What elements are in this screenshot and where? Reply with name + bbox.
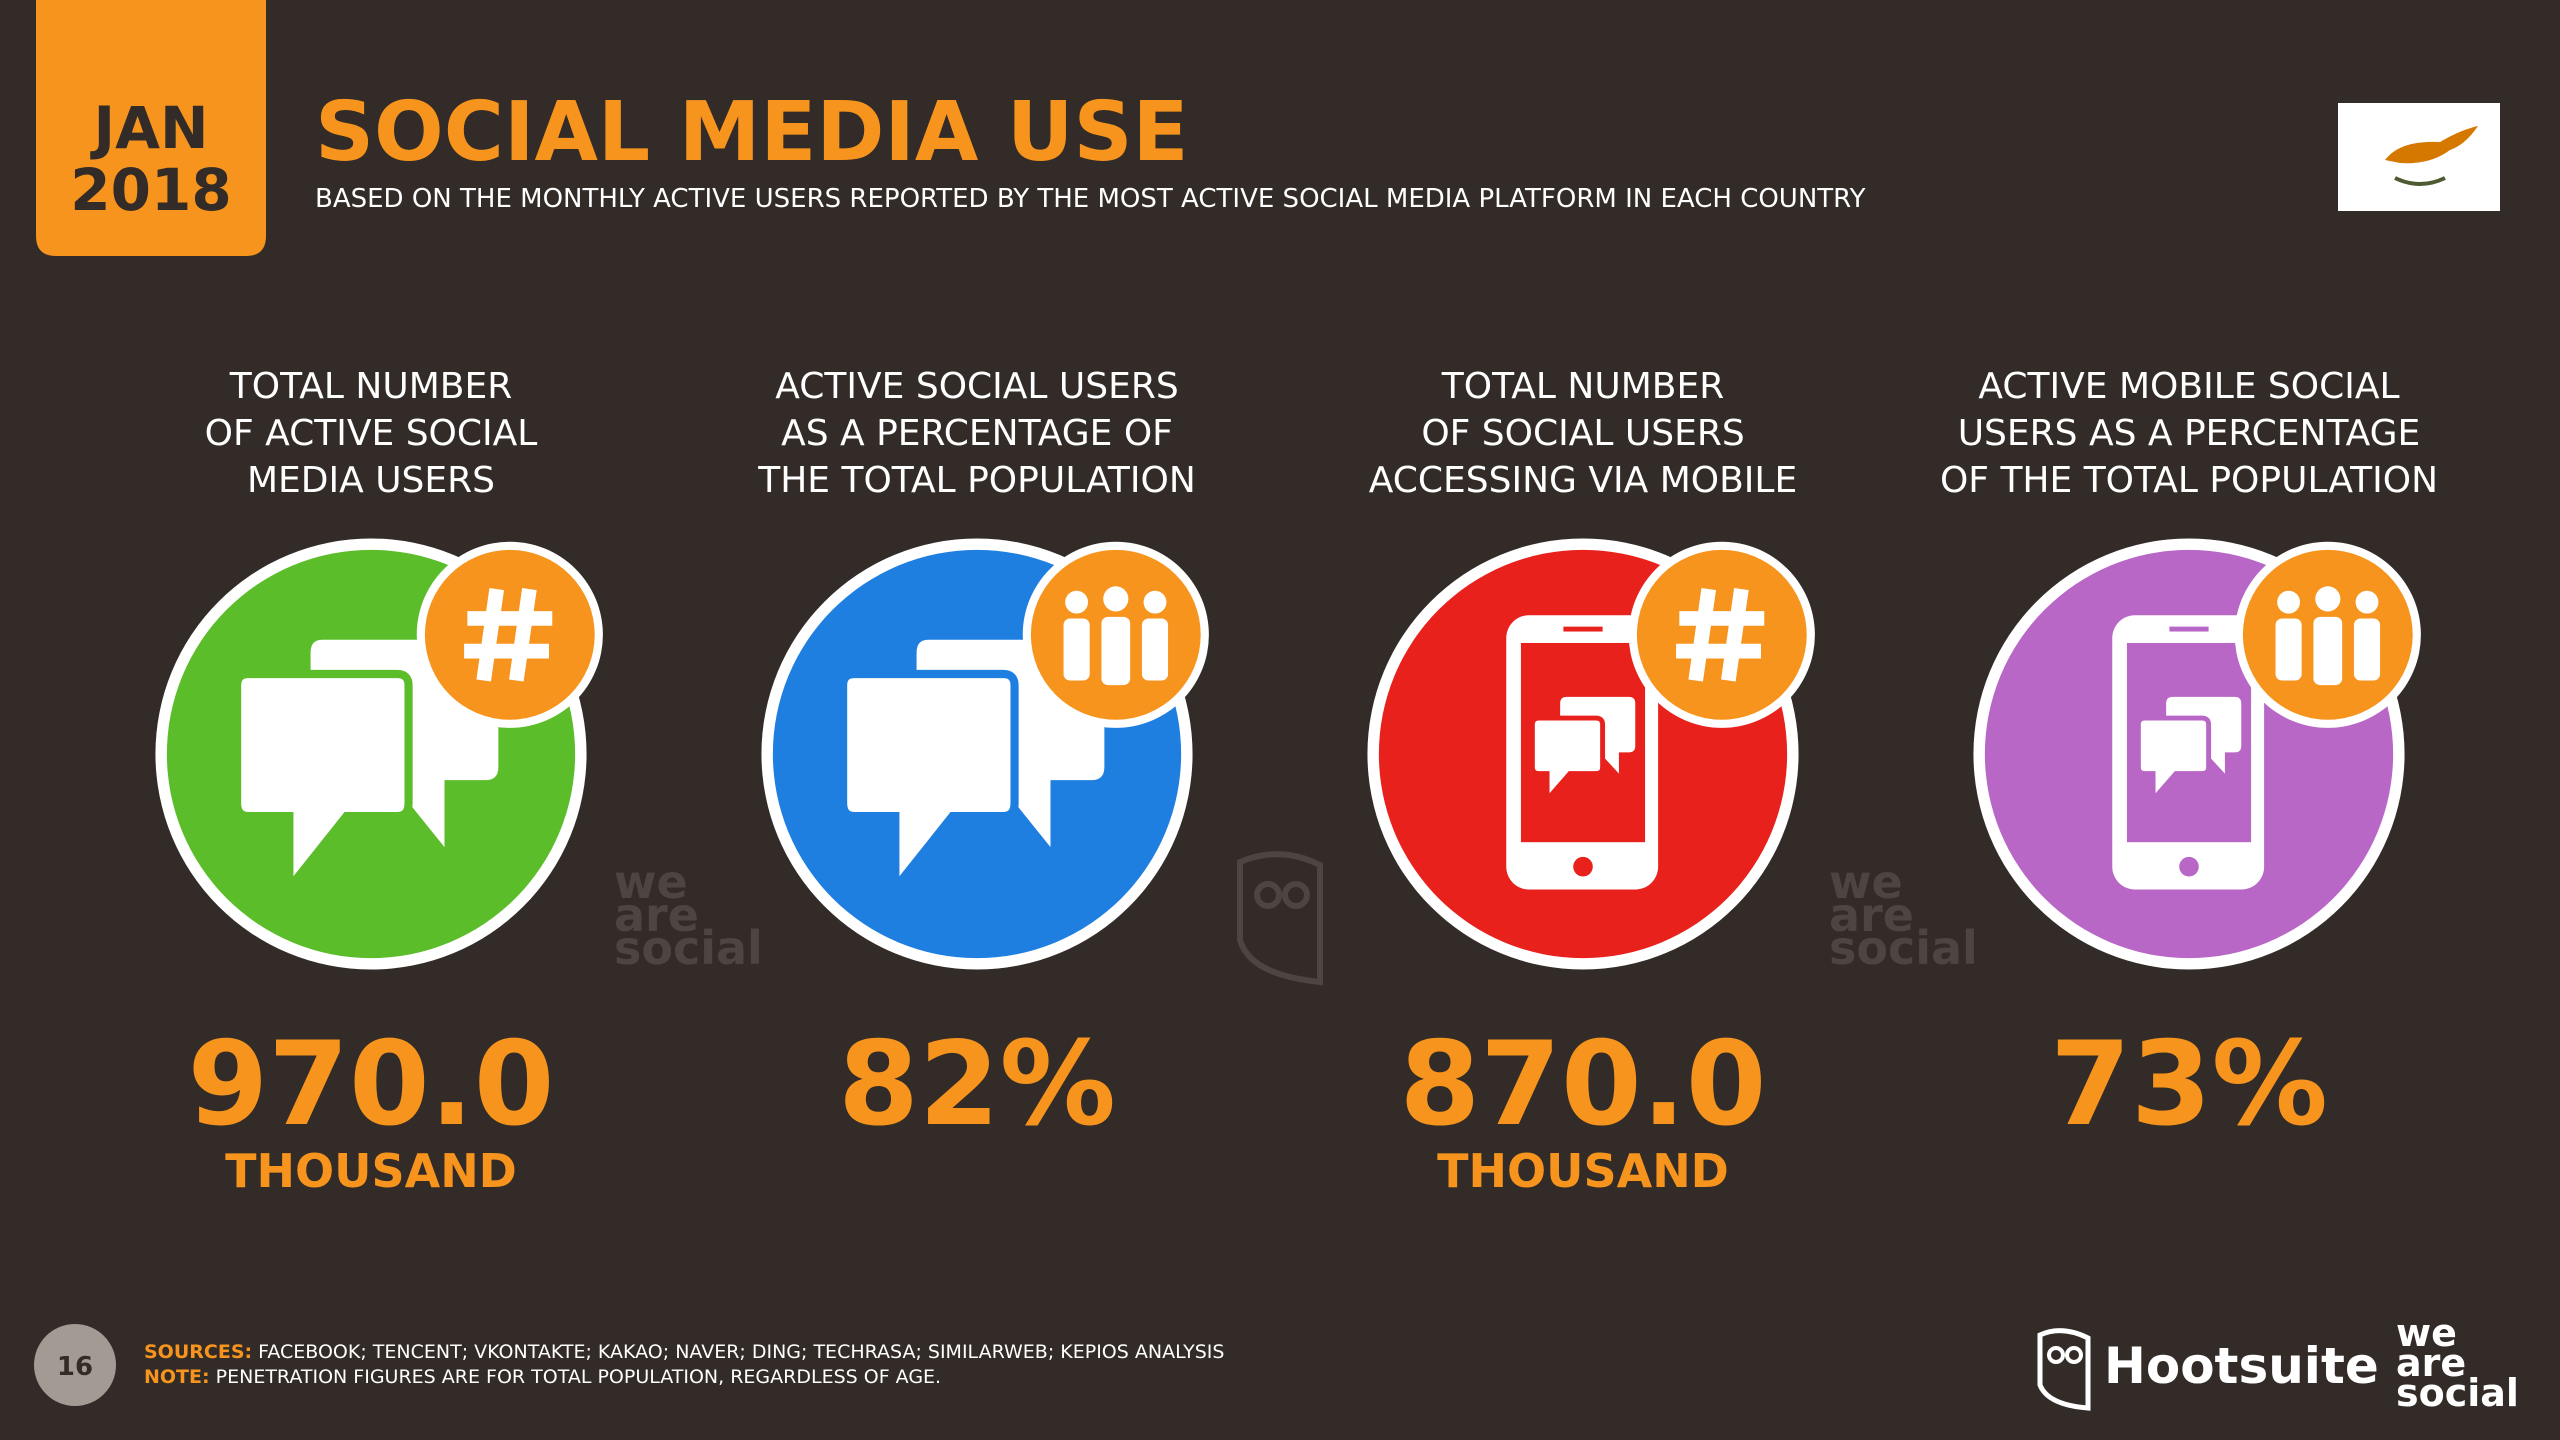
- brand-text: are: [2396, 1341, 2466, 1385]
- stat-label: ACTIVE MOBILE SOCIAL: [1978, 366, 2399, 407]
- stat-icon: [1973, 538, 2421, 970]
- stat-value: 82%: [838, 1017, 1116, 1152]
- note-label: NOTE:: [144, 1366, 210, 1388]
- stat-label: THE TOTAL POPULATION: [757, 460, 1196, 501]
- watermark-text: are: [1829, 888, 1914, 942]
- stat-label: TOTAL NUMBER: [229, 366, 512, 407]
- brand-text: we: [2396, 1311, 2457, 1355]
- chat-bubble: [1529, 715, 1606, 807]
- stat-value: 970.0: [188, 1017, 555, 1152]
- stat-label: MEDIA USERS: [247, 460, 495, 501]
- person-head: [1065, 590, 1089, 614]
- icon-badge: [416, 541, 603, 728]
- icon-badge: [2234, 541, 2421, 728]
- person-body: [2275, 618, 2302, 681]
- hash-icon: [464, 588, 553, 682]
- stat-column: TOTAL NUMBER OF ACTIVE SOCIAL MEDIA USERS 9…: [155, 366, 603, 1198]
- phone-speaker: [1563, 626, 1603, 632]
- stat-label: TOTAL NUMBER: [1441, 366, 1724, 407]
- person-body: [2353, 618, 2381, 681]
- flag: [2338, 103, 2500, 211]
- badge-year: 2018: [70, 156, 231, 224]
- stat-unit: THOUSAND: [1437, 1144, 1729, 1198]
- person-head: [2315, 586, 2341, 612]
- watermark-text: social: [614, 921, 763, 975]
- badge-month: JAN: [89, 94, 208, 162]
- stat-icon: [761, 538, 1209, 970]
- hootsuite-brand: Hootsuite: [2104, 1337, 2379, 1395]
- chat-bubble: [839, 669, 1019, 900]
- sources: SOURCES: FACEBOOK; TENCENT; VKONTAKTE; K…: [144, 1341, 1224, 1363]
- owl-watermark: [1237, 851, 1323, 986]
- stat-label: ACCESSING VIA MOBILE: [1369, 460, 1797, 501]
- page-number: 16: [57, 1352, 93, 1382]
- stats: TOTAL NUMBER OF ACTIVE SOCIAL MEDIA USERS 9…: [155, 366, 2438, 1198]
- person-body: [1141, 618, 1169, 681]
- watermark-text: we: [1829, 855, 1903, 909]
- stat-label: OF SOCIAL USERS: [1421, 413, 1744, 454]
- subtitle: BASED ON THE MONTHLY ACTIVE USERS REPORT…: [315, 184, 1866, 214]
- stat-column: ACTIVE SOCIAL USERS AS A PERCENTAGE OF THE…: [757, 366, 1209, 1152]
- hash-icon: [1676, 588, 1765, 682]
- watermark-text: we: [614, 855, 688, 909]
- stat-label: AS A PERCENTAGE OF: [781, 413, 1173, 454]
- icon-badge: [1628, 541, 1815, 728]
- date-badge: [36, 0, 266, 256]
- stat-value: 870.0: [1400, 1017, 1767, 1152]
- watermark-text: social: [1829, 921, 1978, 975]
- stat-column: ACTIVE MOBILE SOCIAL USERS AS A PERCENTAG…: [1940, 366, 2438, 1152]
- stat-label: OF ACTIVE SOCIAL: [205, 413, 538, 454]
- stat-label: OF THE TOTAL POPULATION: [1940, 460, 2438, 501]
- page-badge: [34, 1324, 116, 1406]
- person-body: [2313, 616, 2343, 686]
- brand-text: social: [2396, 1371, 2519, 1415]
- stat-icon: [155, 538, 603, 970]
- watermark-text: are: [614, 888, 699, 942]
- title: SOCIAL MEDIA USE: [315, 85, 1189, 180]
- stat-column: TOTAL NUMBER OF SOCIAL USERS ACCESSING VIA…: [1367, 366, 1815, 1198]
- phone-button: [1573, 856, 1593, 877]
- chat-bubble: [2135, 715, 2212, 807]
- person-body: [1063, 618, 1090, 681]
- icon-badge: [1022, 541, 1209, 728]
- hootsuite-logo: [2037, 1328, 2091, 1411]
- phone-button: [2179, 856, 2199, 877]
- note-text: PENETRATION FIGURES ARE FOR TOTAL POPULA…: [216, 1366, 941, 1388]
- badge-circle: [1636, 549, 1807, 720]
- stat-icon: [1367, 538, 1815, 970]
- sources-label: SOURCES:: [144, 1341, 252, 1363]
- person-body: [1101, 616, 1131, 686]
- person-head: [1143, 590, 1167, 614]
- phone-speaker: [2169, 626, 2209, 632]
- stat-value: 73%: [2050, 1017, 2328, 1152]
- person-head: [1103, 586, 1129, 612]
- person-head: [2355, 590, 2379, 614]
- note: NOTE: PENETRATION FIGURES ARE FOR TOTAL …: [144, 1366, 941, 1388]
- person-head: [2277, 590, 2301, 614]
- chat-bubble: [233, 669, 413, 900]
- stat-label: ACTIVE SOCIAL USERS: [775, 366, 1178, 407]
- badge-circle: [424, 549, 595, 720]
- stat-label: USERS AS A PERCENTAGE: [1958, 413, 2421, 454]
- stat-unit: THOUSAND: [225, 1144, 517, 1198]
- sources-text: FACEBOOK; TENCENT; VKONTAKTE; KAKAO; NAV…: [258, 1341, 1224, 1363]
